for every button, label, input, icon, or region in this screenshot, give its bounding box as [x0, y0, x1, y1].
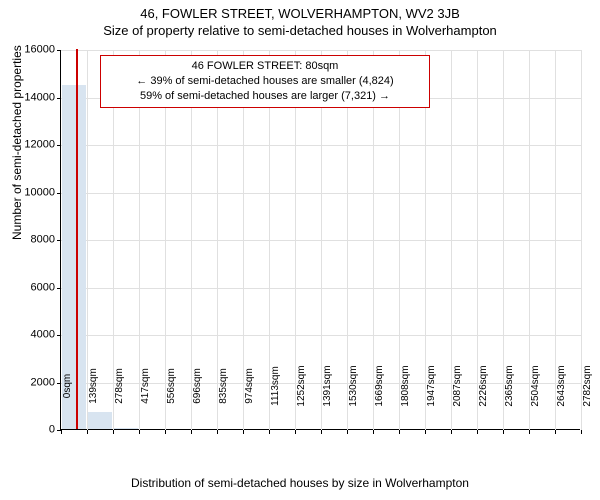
- x-tick-label: 974sqm: [245, 368, 255, 404]
- y-tick-label: 10000: [0, 187, 55, 198]
- info-line-2: ← 39% of semi-detached houses are smalle…: [107, 74, 423, 89]
- info-box: 46 FOWLER STREET: 80sqm ← 39% of semi-de…: [100, 55, 430, 108]
- x-tick-label: 1391sqm: [323, 365, 333, 406]
- chart-title-sub: Size of property relative to semi-detach…: [0, 21, 600, 38]
- y-tick-mark: [57, 145, 61, 146]
- x-tick-label: 2365sqm: [505, 365, 515, 406]
- x-tick-mark: [529, 430, 530, 434]
- y-tick-label: 0: [0, 425, 55, 436]
- x-tick-mark: [295, 430, 296, 434]
- x-tick-label: 278sqm: [115, 368, 125, 404]
- y-tick-label: 12000: [0, 140, 55, 151]
- x-tick-label: 1113sqm: [271, 366, 281, 406]
- info-line-1: 46 FOWLER STREET: 80sqm: [107, 59, 423, 74]
- y-tick-mark: [57, 288, 61, 289]
- y-tick-mark: [57, 240, 61, 241]
- y-tick-label: 8000: [0, 235, 55, 246]
- x-axis-label: Distribution of semi-detached houses by …: [0, 476, 600, 490]
- histogram-bar: [88, 412, 112, 429]
- y-tick-label: 4000: [0, 330, 55, 341]
- x-tick-mark: [113, 430, 114, 434]
- x-tick-mark: [87, 430, 88, 434]
- x-tick-label: 1669sqm: [375, 365, 385, 406]
- x-tick-label: 417sqm: [141, 368, 151, 404]
- x-tick-label: 1808sqm: [401, 365, 411, 406]
- x-tick-label: 2782sqm: [583, 365, 593, 406]
- x-tick-label: 2226sqm: [479, 365, 489, 406]
- x-tick-label: 556sqm: [167, 368, 177, 404]
- y-tick-label: 16000: [0, 45, 55, 56]
- x-tick-label: 835sqm: [219, 368, 229, 404]
- chart-title-main: 46, FOWLER STREET, WOLVERHAMPTON, WV2 3J…: [0, 0, 600, 21]
- info-line-3: 59% of semi-detached houses are larger (…: [107, 89, 423, 104]
- x-tick-mark: [347, 430, 348, 434]
- x-tick-label: 1947sqm: [427, 365, 437, 406]
- x-tick-label: 1252sqm: [297, 365, 307, 406]
- x-tick-label: 139sqm: [89, 368, 99, 404]
- property-marker-line: [76, 49, 78, 429]
- x-tick-mark: [269, 430, 270, 434]
- x-tick-mark: [425, 430, 426, 434]
- histogram-bar: [114, 428, 138, 429]
- y-tick-mark: [57, 98, 61, 99]
- y-tick-mark: [57, 383, 61, 384]
- x-tick-mark: [399, 430, 400, 434]
- x-tick-label: 696sqm: [193, 368, 203, 404]
- x-tick-mark: [373, 430, 374, 434]
- x-tick-mark: [477, 430, 478, 434]
- y-tick-mark: [57, 335, 61, 336]
- x-tick-label: 2504sqm: [531, 365, 541, 406]
- x-tick-label: 2643sqm: [557, 365, 567, 406]
- y-tick-label: 6000: [0, 282, 55, 293]
- y-tick-mark: [57, 50, 61, 51]
- y-tick-mark: [57, 193, 61, 194]
- y-tick-label: 2000: [0, 377, 55, 388]
- x-tick-label: 0sqm: [63, 374, 73, 398]
- x-tick-mark: [61, 430, 62, 434]
- y-tick-label: 14000: [0, 92, 55, 103]
- x-tick-mark: [321, 430, 322, 434]
- x-tick-mark: [191, 430, 192, 434]
- x-tick-label: 2087sqm: [453, 365, 463, 406]
- x-tick-mark: [503, 430, 504, 434]
- x-tick-mark: [243, 430, 244, 434]
- x-tick-mark: [451, 430, 452, 434]
- x-tick-label: 1530sqm: [349, 365, 359, 406]
- x-tick-mark: [165, 430, 166, 434]
- x-tick-mark: [217, 430, 218, 434]
- x-tick-mark: [139, 430, 140, 434]
- x-tick-mark: [555, 430, 556, 434]
- x-tick-mark: [581, 430, 582, 434]
